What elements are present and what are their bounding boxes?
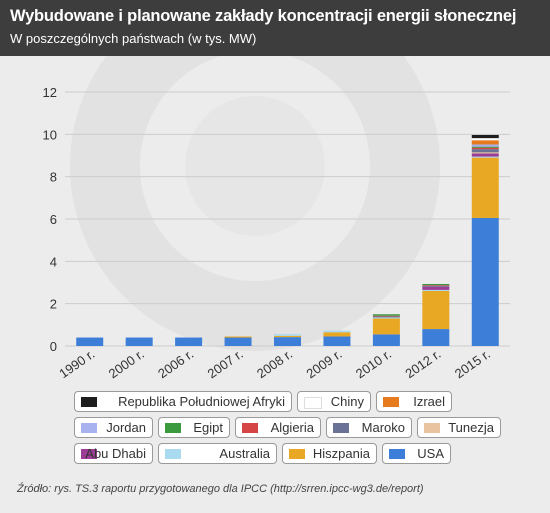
legend-label: Tunezja	[448, 420, 494, 435]
legend-label: Abu Dhabi	[85, 446, 146, 461]
bar-segment-hiszpania	[471, 157, 499, 218]
bar-segment-usa	[471, 217, 499, 346]
bar-segment-usa	[125, 337, 153, 346]
legend-swatch	[304, 397, 322, 409]
bar-segment-usa	[224, 337, 252, 346]
bar-segment-usa	[422, 329, 450, 346]
bar-segment-algieria	[471, 147, 499, 150]
legend-item-jordan: Jordan	[74, 417, 153, 438]
bar-segment-egipt	[471, 146, 499, 148]
bar-segment-australia	[323, 330, 351, 333]
y-tick-label: 10	[43, 127, 57, 142]
bar-segment-usa	[372, 334, 400, 346]
legend-label: Maroko	[361, 420, 405, 435]
legend-swatch	[81, 423, 97, 433]
bar-segment-jordan	[471, 144, 499, 147]
y-tick-label: 4	[50, 254, 57, 269]
legend-item-usa: USA	[382, 443, 451, 464]
chart-subtitle: W poszczególnych państwach (w tys. MW)	[10, 31, 257, 46]
legend-swatch	[165, 449, 181, 459]
bar-segment-hiszpania	[422, 290, 450, 330]
legend-item-izrael: Izrael	[376, 391, 452, 412]
legend-swatch	[289, 449, 305, 459]
legend-item-egipt: Egipt	[158, 417, 230, 438]
bar-segment-australia	[274, 334, 301, 336]
bar-segment-hiszpania	[274, 335, 301, 338]
legend-swatch	[333, 423, 349, 433]
legend-label: Jordan	[106, 420, 146, 435]
header-bar: Wybudowane i planowane zakłady koncentra…	[0, 0, 550, 56]
bar-segment-australia	[372, 317, 400, 319]
legend-label: Izrael	[413, 394, 445, 409]
legend-item-chiny: Chiny	[297, 391, 371, 412]
bar-segment-maroko	[422, 285, 450, 287]
bar-segment-algieria	[422, 285, 450, 286]
bar-segment-usa	[175, 337, 203, 346]
source-note: Źródło: rys. TS.3 raportu przygotowanego…	[17, 483, 424, 495]
bar-segment-australia	[471, 156, 499, 158]
bar-segment-usa	[274, 337, 301, 346]
bar-segment-maroko	[471, 149, 499, 153]
y-tick-label: 12	[43, 85, 57, 100]
y-tick-label: 8	[50, 170, 57, 185]
bar-segment-algieria	[372, 315, 400, 317]
legend-swatch	[389, 449, 405, 459]
bar-segment-hiszpania	[323, 332, 351, 337]
y-tick-label: 0	[50, 339, 57, 354]
legend-swatch	[81, 449, 97, 459]
legend-label: Hiszpania	[312, 446, 370, 461]
bar-segment-usa	[323, 336, 351, 346]
x-tick-label: 2010 r.	[353, 346, 394, 381]
bar-segment-egipt	[372, 314, 400, 316]
bar-segment-australia	[422, 289, 450, 291]
bar-segment-chiny	[471, 138, 499, 141]
bar-segment-abu-dhabi	[471, 153, 499, 157]
legend-item-maroko: Maroko	[326, 417, 412, 438]
x-tick-label: 2007 r.	[205, 346, 246, 381]
watermark-logo	[70, 56, 440, 351]
bar-segment-hiszpania	[224, 336, 252, 338]
x-tick-label: 2006 r.	[155, 346, 196, 381]
legend-swatch	[81, 397, 97, 407]
legend-item-republika-po-udniowej-afryki: Republika Południowej Afryki	[74, 391, 292, 412]
bar-segment-hiszpania	[372, 318, 400, 335]
legend-item-abu-dhabi: Abu Dhabi	[74, 443, 153, 464]
legend-swatch	[165, 423, 181, 433]
bar-segment-izrael	[471, 140, 499, 145]
bar-segment-tunezja	[471, 152, 499, 154]
x-tick-label: 2012 r.	[402, 346, 443, 381]
x-tick-label: 2000 r.	[106, 346, 147, 381]
legend-item-hiszpania: Hiszpania	[282, 443, 377, 464]
legend-label: Republika Południowej Afryki	[118, 394, 285, 409]
bar-segment-maroko	[372, 316, 400, 318]
chart-title: Wybudowane i planowane zakłady koncentra…	[10, 7, 517, 25]
legend-label: Algieria	[270, 420, 314, 435]
legend-item-algieria: Algieria	[235, 417, 321, 438]
legend-swatch	[383, 397, 399, 407]
legend-swatch	[242, 423, 258, 433]
legend-label: Egipt	[193, 420, 223, 435]
legend-label: Chiny	[330, 394, 364, 409]
legend-label: Australia	[219, 446, 270, 461]
legend-label: USA	[417, 446, 444, 461]
x-tick-label: 2009 r.	[303, 346, 344, 381]
y-tick-label: 2	[50, 297, 57, 312]
bar-segment-usa	[76, 337, 104, 346]
legend: Republika Południowej Afryki Chiny Izrael J…	[0, 388, 550, 468]
y-tick-label: 6	[50, 212, 57, 227]
bar-segment-egipt	[422, 283, 450, 286]
x-tick-label: 1990 r.	[56, 346, 97, 381]
legend-item-australia: Australia	[158, 443, 277, 464]
legend-item-tunezja: Tunezja	[417, 417, 501, 438]
legend-swatch	[424, 423, 440, 433]
x-tick-label: 2008 r.	[254, 346, 295, 381]
bar-segment-republika-po-udniowej-afryki	[471, 134, 499, 139]
x-tick-label: 2015 r.	[452, 346, 493, 381]
bar-segment-abu-dhabi	[422, 286, 450, 290]
